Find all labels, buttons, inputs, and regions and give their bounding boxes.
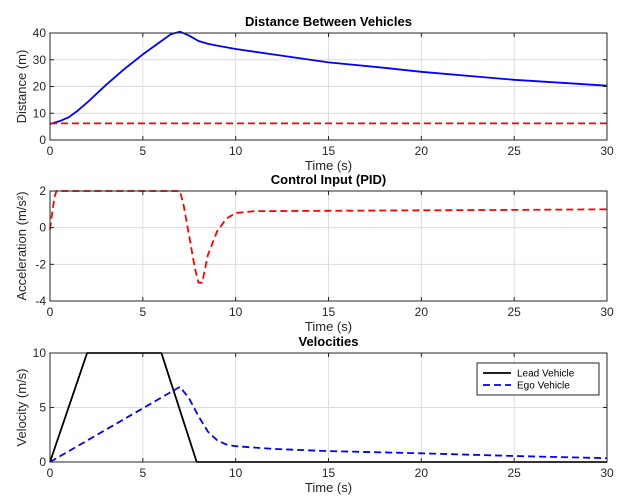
y-tick-label: 40: [33, 26, 47, 40]
y-tick-label: 5: [39, 401, 46, 415]
x-tick-label: 5: [139, 305, 146, 319]
y-tick-label: 0: [39, 455, 46, 469]
y-tick-label: 10: [33, 106, 47, 120]
chart-title: Velocities: [299, 334, 359, 349]
x-tick-label: 25: [507, 305, 521, 319]
x-tick-label: 15: [322, 466, 336, 480]
legend-entry: Ego Vehicle: [517, 381, 570, 392]
x-tick-label: 30: [600, 305, 614, 319]
x-tick-label: 25: [507, 144, 521, 158]
x-axis-label: Time (s): [305, 480, 352, 495]
legend-entry: Lead Vehicle: [517, 369, 575, 380]
y-tick-label: -4: [35, 294, 46, 308]
x-tick-label: 10: [229, 305, 243, 319]
chart-title: Control Input (PID): [271, 172, 387, 187]
x-tick-label: 10: [229, 144, 243, 158]
y-tick-label: -2: [35, 257, 46, 271]
series-line-2: [49, 385, 608, 463]
y-tick-label: 30: [33, 53, 47, 67]
x-tick-label: 5: [139, 466, 146, 480]
legend-box: [476, 362, 600, 396]
x-tick-label: 30: [600, 144, 614, 158]
x-tick-label: 10: [229, 466, 243, 480]
y-axis-label: Velocity (m/s): [14, 368, 29, 446]
x-tick-label: 15: [322, 305, 336, 319]
x-tick-label: 0: [47, 466, 54, 480]
chart-2: 0 5 10 15 20 25 30 -4 -2 0 2 Control Input (PID) Tim…: [14, 172, 614, 334]
y-tick-label: 2: [39, 184, 46, 198]
series-line-1: [49, 30, 608, 125]
chart-1: 0 5 10 15 20 25 30 0 10 20 30 40 Distance Between Ve…: [14, 14, 614, 173]
chart-3: 0 5 10 15 20 25 30 0 5 10 Velocities Time (s) Veloci…: [14, 334, 614, 495]
x-tick-label: 20: [415, 144, 429, 158]
y-tick-label: 0: [39, 221, 46, 235]
y-tick-label: 10: [33, 346, 47, 360]
x-tick-label: 0: [47, 305, 54, 319]
x-axis-label: Time (s): [305, 319, 352, 334]
x-tick-label: 0: [47, 144, 54, 158]
y-axis-label: Distance (m): [14, 50, 29, 124]
x-axis-label: Time (s): [305, 158, 352, 173]
x-tick-label: 20: [415, 466, 429, 480]
chart-title: Distance Between Vehicles: [245, 14, 412, 29]
x-tick-label: 15: [322, 144, 336, 158]
y-axis-label: Acceleration (m/s²): [14, 191, 29, 300]
x-tick-label: 20: [415, 305, 429, 319]
y-tick-label: 0: [39, 133, 46, 147]
x-tick-label: 5: [139, 144, 146, 158]
x-tick-label: 30: [600, 466, 614, 480]
x-tick-label: 25: [507, 466, 521, 480]
y-tick-label: 20: [33, 80, 47, 94]
